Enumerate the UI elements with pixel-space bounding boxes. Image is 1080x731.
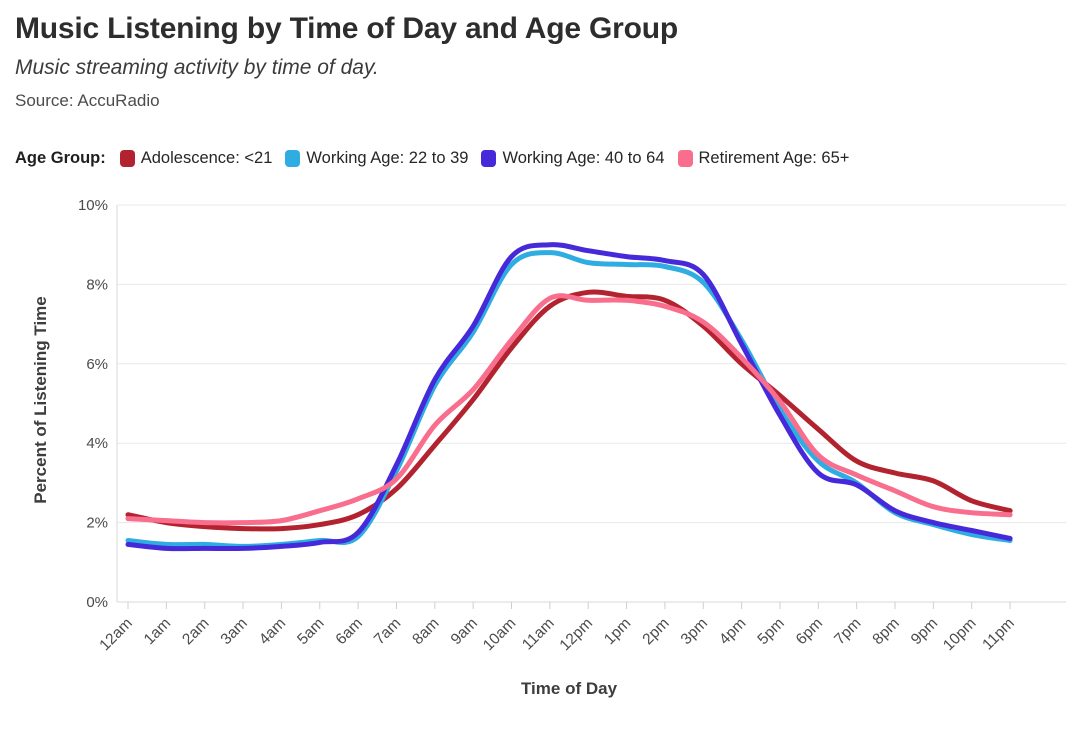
x-tick-label-10am: 10am [480,615,519,654]
x-tick-label-1am: 1am [141,615,174,648]
y-tick-labels: 0% 2% 4% 6% 8% 10% [78,197,108,611]
series-lines [125,242,1013,552]
x-tick-label-3pm: 3pm [678,615,711,648]
x-tick-marks [127,602,1011,609]
x-tick-label-7am: 7am [371,615,404,648]
y-tick-label: 0% [86,594,108,611]
y-axis-title: Percent of Listening Time [31,296,50,504]
series-line-adolescence-21[interactable] [125,289,1013,532]
legend-item-label: Retirement Age: 65+ [698,149,850,167]
y-tick-label: 2% [86,515,108,532]
x-axis-title: Time of Day [521,679,618,698]
legend-swatch-icon [119,150,135,167]
legend-item-working-age-22-to-39[interactable]: Working Age: 22 to 39 [285,149,468,168]
y-tick-label: 10% [78,197,108,214]
x-tick-label-7pm: 7pm [831,615,864,648]
legend-swatch-icon [481,150,497,167]
series-line-retirement-age-65[interactable] [125,293,1013,526]
y-tick-label: 8% [86,276,108,293]
x-tick-label-11pm: 11pm [979,615,1018,654]
x-tick-label-8am: 8am [409,615,442,648]
x-tick-label-4am: 4am [256,615,289,648]
x-tick-label-10pm: 10pm [940,615,979,654]
y-tick-label: 6% [86,356,108,373]
x-tick-label-11am: 11am [519,615,558,654]
x-tick-label-2am: 2am [179,615,212,648]
y-tick-label: 4% [86,435,108,452]
x-tick-label-3am: 3am [218,615,251,648]
legend-item-adolescence-21[interactable]: Adolescence: <21 [119,149,273,168]
source-label: Source: AccuRadio [15,91,160,110]
legend-swatch-icon [285,150,301,167]
legend-item-retirement-age-65[interactable]: Retirement Age: 65+ [677,149,850,168]
legend-title: Age Group: [15,149,106,167]
x-tick-label-1pm: 1pm [601,615,634,648]
legend-item-working-age-40-to-64[interactable]: Working Age: 40 to 64 [481,149,665,168]
x-tick-label-6pm: 6pm [793,615,826,648]
x-tick-label-9am: 9am [448,615,481,648]
x-tick-label-6am: 6am [333,615,366,648]
axis-lines [116,205,1066,603]
legend-item-label: Adolescence: <21 [140,149,273,167]
chart-header: Music Listening by Time of Day and Age G… [15,10,678,111]
legend-swatch-icon [677,150,693,167]
legend-item-label: Working Age: 22 to 39 [306,149,469,167]
x-tick-label-8pm: 8pm [869,615,902,648]
series-line-working-age-40-to-64[interactable] [125,242,1013,552]
chart-subtitle: Music streaming activity by time of day. [15,56,379,79]
legend-item-label: Working Age: 40 to 64 [502,149,665,167]
page-title: Music Listening by Time of Day and Age G… [15,12,678,45]
x-tick-label-2pm: 2pm [639,615,672,648]
x-tick-label-9pm: 9pm [908,615,941,648]
legend: Age Group: Adolescence: <21 Working Age: … [15,149,849,168]
x-tick-label-5pm: 5pm [754,615,787,648]
x-tick-label-4pm: 4pm [716,615,749,648]
line-chart: 0%2%4%6%8%10% 12am 1am 2am 3am 4am 5am 6am 7am 8… [31,197,1066,698]
x-tick-label-5am: 5am [294,615,327,648]
x-tick-label-12am: 12am [96,615,135,654]
x-tick-label-12pm: 12pm [557,615,596,654]
